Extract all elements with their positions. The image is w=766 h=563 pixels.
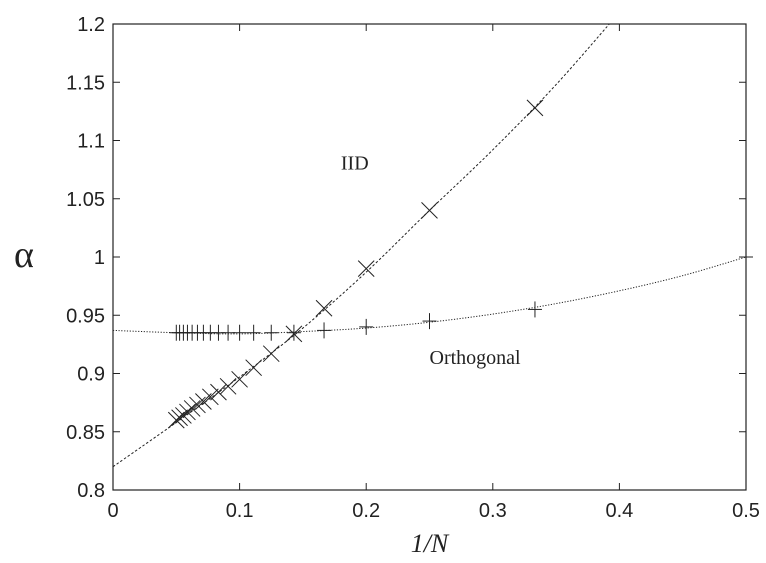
fit-line-orthogonal xyxy=(113,256,746,335)
marker-iid xyxy=(262,345,280,363)
marker-iid xyxy=(315,299,333,317)
y-tick-label: 0.95 xyxy=(66,305,105,327)
marker-iid-stroke xyxy=(179,403,196,421)
marker-iid xyxy=(421,202,438,219)
marker-iid-stroke xyxy=(183,400,201,417)
marker-iid-stroke xyxy=(526,99,544,117)
marker-iid xyxy=(231,370,248,388)
marker-iid-stroke xyxy=(202,388,219,406)
marker-iid-stroke xyxy=(357,260,375,278)
marker-iid xyxy=(210,383,227,401)
marker-iid-stroke xyxy=(315,299,333,317)
x-tick-label: 0.3 xyxy=(479,500,507,522)
marker-orthogonal xyxy=(527,301,542,318)
marker-iid xyxy=(167,411,185,429)
y-tick-label: 1.15 xyxy=(66,72,105,94)
axis-ticks xyxy=(112,23,747,491)
marker-orthogonal xyxy=(232,324,247,341)
marker-orthogonal xyxy=(317,322,332,339)
marker-iid xyxy=(179,403,196,421)
marker-iid xyxy=(245,359,263,377)
marker-iid xyxy=(171,409,188,427)
marker-iid-stroke xyxy=(231,370,248,388)
marker-iid xyxy=(219,377,237,395)
marker-iid-stroke xyxy=(262,345,280,363)
y-tick-label: 1 xyxy=(94,247,105,269)
marker-iid-stroke xyxy=(210,383,227,401)
marker-iid xyxy=(183,400,201,417)
marker-iid-stroke xyxy=(245,359,263,377)
y-tick-label: 0.8 xyxy=(77,480,105,502)
marker-iid xyxy=(526,99,544,117)
tick-labels: 0 0.1 0.2 0.3 0.4 0.5 0.8 0.85 0.9 0.95 1 1.05 1.1 1.… xyxy=(66,14,760,522)
x-tick-label: 0.4 xyxy=(605,500,633,522)
data-markers xyxy=(167,99,753,429)
marker-iid-stroke xyxy=(167,411,185,429)
marker-iid xyxy=(202,388,219,406)
x-tick-label: 0 xyxy=(107,500,118,522)
y-tick-label: 0.9 xyxy=(77,364,105,386)
marker-iid xyxy=(357,260,375,278)
marker-orthogonal xyxy=(246,324,261,341)
fit-lines xyxy=(113,24,746,468)
x-tick-label: 0.2 xyxy=(352,500,380,522)
marker-iid xyxy=(195,393,212,410)
marker-orthogonal xyxy=(286,324,301,341)
marker-iid-stroke xyxy=(421,202,438,219)
marker-iid-stroke xyxy=(195,393,212,410)
marker-iid-stroke xyxy=(189,396,206,414)
x-tick-label: 0.5 xyxy=(732,500,760,522)
marker-orthogonal xyxy=(264,324,279,341)
y-tick-label: 1.1 xyxy=(77,131,105,153)
y-tick-label: 0.85 xyxy=(66,422,105,444)
marker-orthogonal xyxy=(359,318,374,335)
marker-iid-stroke xyxy=(171,409,188,427)
series-label-iid: IID xyxy=(341,153,369,175)
y-tick-label: 1.2 xyxy=(77,14,105,36)
x-tick-label: 0.1 xyxy=(226,500,254,522)
series-label-orthogonal: Orthogonal xyxy=(430,347,522,369)
y-tick-label: 1.05 xyxy=(66,189,105,211)
series-annotations: IID Orthogonal xyxy=(341,153,521,370)
y-axis-label: α xyxy=(14,234,34,276)
marker-orthogonal xyxy=(422,313,437,330)
marker-iid xyxy=(189,396,206,414)
plot-frame xyxy=(112,23,747,491)
x-axis-label: 1/N xyxy=(411,529,450,558)
marker-iid-stroke xyxy=(219,377,237,395)
fit-line-iid xyxy=(113,24,610,468)
